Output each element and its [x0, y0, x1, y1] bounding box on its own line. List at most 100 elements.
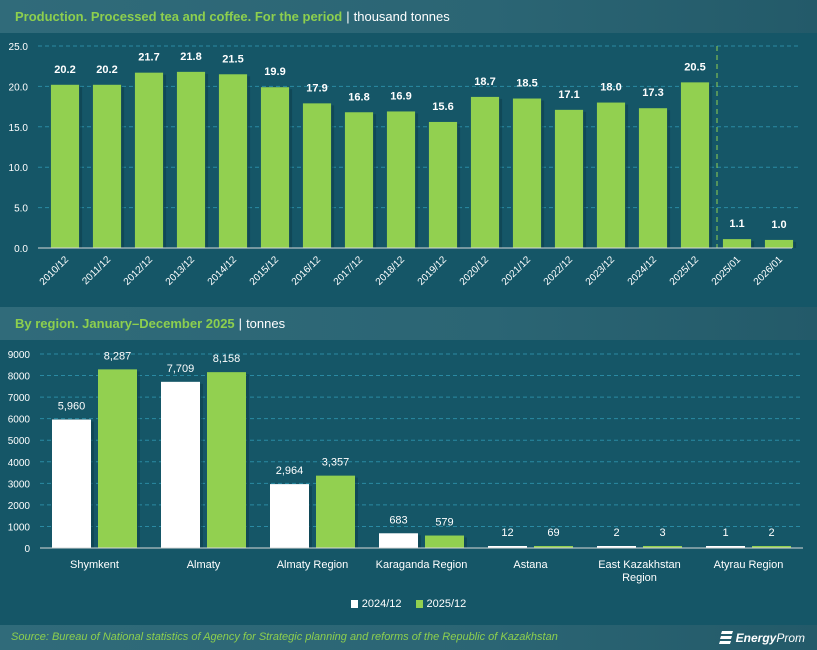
- bar-2024-12: [379, 533, 418, 548]
- y-tick-label: 8000: [8, 372, 31, 383]
- x-tick-label: 2026/01: [752, 254, 786, 288]
- bar-2024-12: [706, 546, 745, 548]
- y-tick-label: 5.0: [14, 204, 28, 215]
- bar-2025-12: [316, 475, 355, 548]
- logo-text-bold: Energy: [735, 631, 777, 645]
- chart2-legend: 2024/12 2025/12: [0, 598, 817, 610]
- chart1-header: Production. Processed tea and coffee. Fo…: [0, 0, 817, 33]
- x-tick-label: 2025/01: [710, 254, 744, 288]
- footer: Source: Bureau of National statistics of…: [0, 625, 817, 650]
- y-tick-label: 10.0: [9, 163, 29, 174]
- bar-2025-12: [752, 546, 791, 548]
- x-tick-label: 2024/12: [626, 254, 660, 288]
- y-tick-label: 4000: [8, 458, 31, 469]
- bar: [50, 84, 80, 248]
- data-label: 21.5: [222, 53, 243, 65]
- energyprom-logo-icon: [718, 631, 733, 644]
- region-chart: 0 1000 2000 3000 4000 5000 6000 7000 8000 9000 5,9…: [8, 350, 803, 584]
- x-tick-label: 2023/12: [584, 254, 618, 288]
- legend-label: 2024/12: [361, 598, 402, 610]
- bar: [260, 87, 290, 248]
- chart2-title: By region. January–December 2025 | tonnes: [15, 316, 285, 331]
- x-tick-label: 2020/12: [458, 254, 492, 288]
- title-separator: |: [238, 316, 243, 331]
- data-label: 18.7: [474, 76, 495, 88]
- x-tick-label: Shymkent: [70, 559, 119, 571]
- chart2-unit: tonnes: [246, 316, 286, 331]
- bar: [386, 111, 416, 248]
- x-tick-label: 2015/12: [248, 254, 282, 288]
- data-label: 579: [435, 517, 453, 529]
- y-tick-label: 2000: [8, 501, 31, 512]
- data-label: 21.7: [138, 52, 159, 64]
- data-label: 683: [389, 514, 407, 526]
- data-label: 8,158: [213, 353, 241, 365]
- legend-swatch-green: [415, 600, 423, 608]
- y-tick-label: 0.0: [14, 244, 28, 255]
- logo-text: Prom: [776, 631, 805, 645]
- data-label: 1.1: [729, 218, 744, 230]
- data-label: 2: [613, 527, 619, 539]
- bar: [680, 82, 710, 248]
- bar-2024-12: [161, 381, 200, 548]
- x-tick-label: 2010/12: [38, 254, 72, 288]
- bar-2024-12: [488, 546, 527, 548]
- y-tick-label: 5000: [8, 436, 31, 447]
- bar: [134, 72, 164, 248]
- production-chart: 0.0 5.0 10.0 15.0 20.0 25.0 20.2 2010/12 20.2 201…: [9, 42, 800, 288]
- x-tick-label: 2016/12: [290, 254, 324, 288]
- data-label: 16.8: [348, 91, 369, 103]
- legend-swatch-white: [350, 600, 358, 608]
- bar: [512, 98, 542, 249]
- data-label: 20.2: [54, 64, 75, 76]
- bar-2025-12: [643, 546, 682, 548]
- x-tick-label: Region: [622, 572, 657, 584]
- x-tick-label: 2021/12: [500, 254, 534, 288]
- x-tick-label: 2018/12: [374, 254, 408, 288]
- data-label: 12: [501, 527, 513, 539]
- x-tick-label: 2019/12: [416, 254, 450, 288]
- bar-2025-12: [425, 535, 464, 548]
- x-tick-label: 2017/12: [332, 254, 366, 288]
- x-tick-label: East Kazakhstan: [598, 559, 681, 571]
- legend-item-2025: 2025/12: [415, 598, 466, 610]
- data-label: 1.0: [771, 219, 786, 231]
- bar: [596, 102, 626, 248]
- source-note: Source: Bureau of National statistics of…: [11, 631, 558, 643]
- bar: [638, 108, 668, 248]
- bar: [722, 239, 752, 248]
- data-label: 7,709: [167, 363, 195, 375]
- bar: [764, 239, 794, 248]
- chart1-title-text: Production. Processed tea and coffee. Fo…: [15, 9, 343, 24]
- bar-2024-12: [597, 546, 636, 548]
- chart1-title: Production. Processed tea and coffee. Fo…: [15, 9, 450, 24]
- data-label: 20.5: [684, 61, 705, 73]
- bar-2025-12: [98, 369, 137, 548]
- data-label: 17.1: [558, 89, 579, 101]
- data-label: 17.3: [642, 87, 663, 99]
- data-label: 1: [722, 527, 728, 539]
- data-label: 5,960: [58, 401, 86, 413]
- x-tick-label: Almaty Region: [277, 559, 349, 571]
- y-tick-label: 9000: [8, 350, 31, 361]
- x-tick-label: 2022/12: [542, 254, 576, 288]
- y-tick-label: 6000: [8, 415, 31, 426]
- y-tick-label: 7000: [8, 393, 31, 404]
- chart1-unit: thousand tonnes: [353, 9, 450, 24]
- x-tick-label: Atyrau Region: [714, 559, 784, 571]
- data-label: 2,964: [276, 465, 304, 477]
- x-tick-label: Karaganda Region: [376, 559, 468, 571]
- data-label: 15.6: [432, 101, 453, 113]
- x-tick-label: 2012/12: [122, 254, 156, 288]
- x-tick-label: 2014/12: [206, 254, 240, 288]
- energyprom-logo: EnergyProm: [718, 630, 805, 646]
- bar: [92, 84, 122, 248]
- bar: [218, 74, 248, 248]
- data-label: 3: [659, 527, 665, 539]
- data-label: 21.8: [180, 51, 201, 63]
- data-label: 17.9: [306, 82, 327, 94]
- legend-item-2024: 2024/12: [350, 598, 402, 610]
- data-label: 2: [768, 527, 774, 539]
- y-tick-label: 15.0: [9, 123, 29, 134]
- y-tick-label: 1000: [8, 522, 31, 533]
